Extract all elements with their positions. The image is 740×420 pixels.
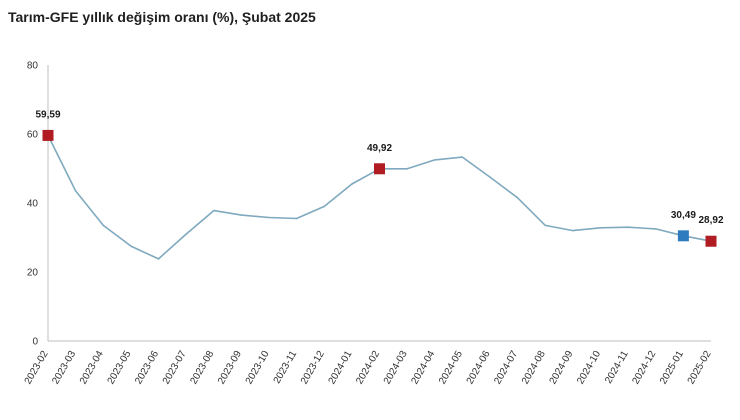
chart-title: Tarım-GFE yıllık değişim oranı (%), Şuba…: [8, 9, 316, 25]
data-point: [406, 168, 408, 170]
data-point: [544, 224, 547, 227]
data-point: [433, 159, 436, 161]
x-tick-label: 2024-09: [548, 349, 576, 387]
data-point: [185, 233, 187, 235]
data-point: [295, 217, 298, 220]
highlight-marker: [374, 163, 385, 175]
y-tick-label: 60: [27, 130, 39, 141]
data-point: [268, 216, 270, 219]
x-tick-label: 2025-02: [686, 349, 714, 387]
y-tick-label: 20: [27, 268, 39, 279]
data-point: [599, 227, 602, 229]
data-label: 59,59: [35, 109, 60, 120]
x-tick-label: 2023-08: [188, 349, 216, 387]
x-tick-label: 2023-05: [106, 349, 134, 387]
highlight-marker: [677, 230, 689, 242]
data-label: 30,49: [671, 210, 696, 221]
x-tick-label: 2023-07: [161, 349, 189, 387]
data-point: [627, 226, 629, 228]
series-line: [47, 135, 712, 260]
x-axis-ticks: 2023-02 2023-03 2023-04 2023-05 2023-06 2023-…: [23, 349, 714, 387]
y-tick-label: 0: [32, 337, 38, 348]
x-tick-label: 2024-02: [354, 349, 382, 387]
data-point: [572, 229, 574, 232]
x-tick-label: 2023-11: [272, 349, 300, 386]
highlight-marker: [705, 235, 717, 247]
x-tick-label: 2024-01: [327, 349, 355, 387]
data-point: [157, 258, 160, 260]
data-point: [212, 209, 215, 212]
x-tick-label: 2023-02: [23, 349, 51, 387]
data-point: [102, 224, 105, 227]
data-point: [351, 183, 353, 185]
data-point: [654, 228, 657, 230]
x-tick-label: 2023-12: [299, 349, 327, 387]
data-label: 28,92: [698, 215, 723, 226]
x-tick-label: 2023-10: [244, 349, 272, 387]
highlight-marker: [42, 129, 54, 141]
data-point: [516, 197, 519, 199]
y-tick-label: 40: [27, 199, 39, 210]
x-tick-label: 2024-05: [437, 349, 465, 387]
data-point: [323, 205, 326, 208]
data-label: 49,92: [367, 143, 392, 154]
data-point: [130, 245, 132, 247]
x-tick-label: 2024-04: [409, 349, 437, 387]
y-axis-ticks: 0 20 40 60 80: [27, 61, 39, 348]
x-tick-label: 2023-04: [78, 349, 106, 387]
data-point: [74, 190, 77, 192]
data-point: [240, 214, 243, 216]
x-tick-label: 2023-06: [133, 349, 161, 387]
x-tick-label: 2024-03: [382, 349, 410, 387]
x-tick-label: 2023-03: [50, 349, 78, 387]
x-tick-label: 2023-09: [216, 349, 244, 387]
x-tick-label: 2024-07: [492, 349, 520, 387]
data-point: [489, 176, 491, 178]
x-tick-label: 2024-08: [520, 349, 548, 387]
highlight-markers: 59,59 49,92 30,49 28,92: [35, 109, 724, 247]
x-tick-label: 2024-12: [630, 349, 658, 387]
x-tick-label: 2024-06: [465, 349, 493, 387]
data-point: [461, 156, 464, 158]
x-tick-label: 2025-01: [658, 349, 686, 387]
x-tick-label: 2024-10: [575, 349, 603, 387]
x-tick-label: 2024-11: [603, 349, 631, 386]
y-tick-label: 80: [27, 61, 39, 72]
